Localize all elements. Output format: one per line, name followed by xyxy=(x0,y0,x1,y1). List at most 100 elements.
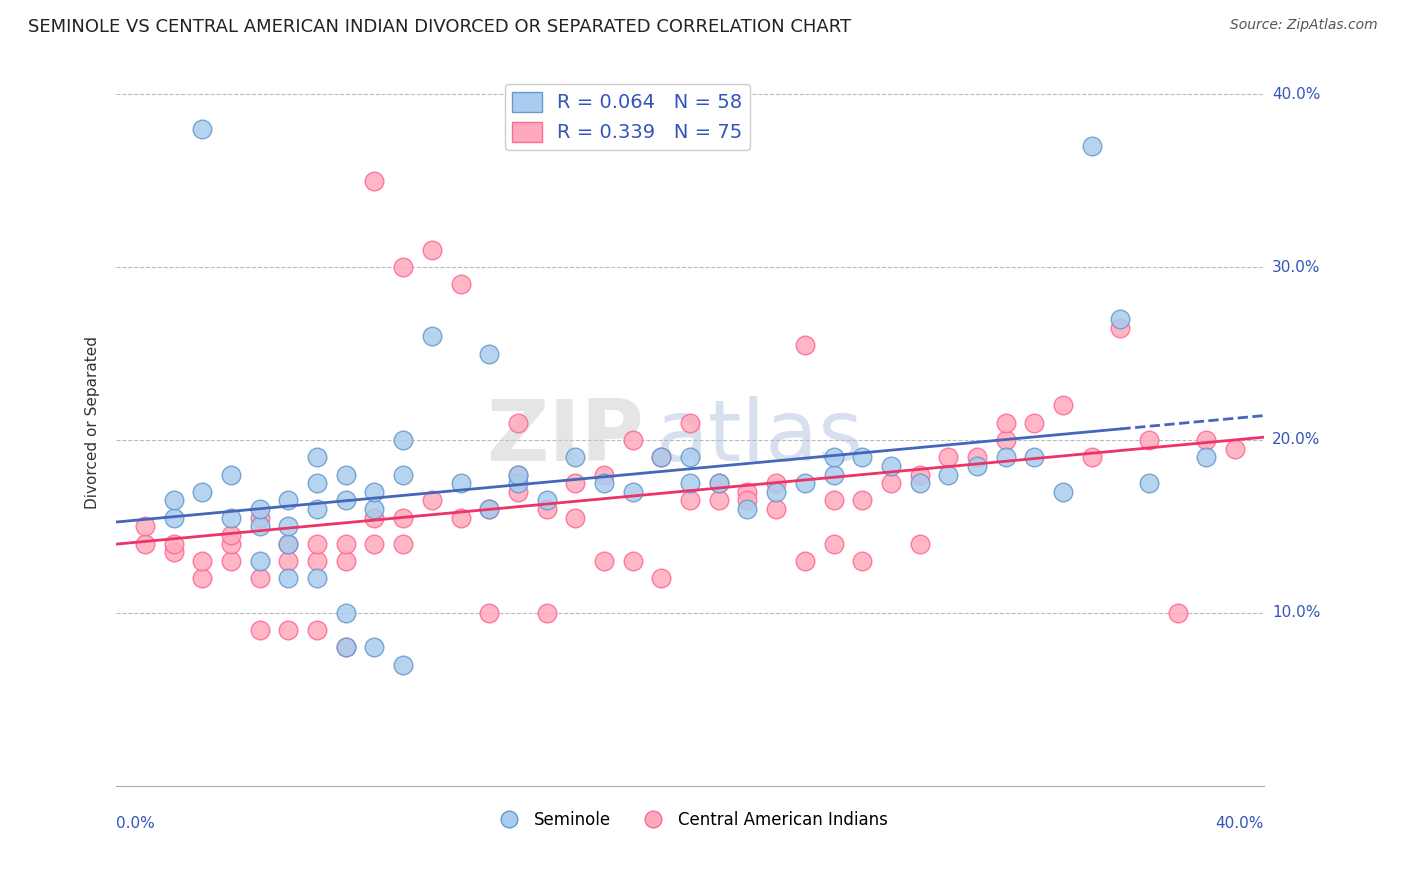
Point xyxy=(679,476,702,491)
Text: atlas: atlas xyxy=(655,396,863,479)
Point xyxy=(506,467,529,482)
Point xyxy=(593,476,616,491)
Point xyxy=(1195,450,1218,465)
Point xyxy=(249,519,271,533)
Point xyxy=(650,450,672,465)
Point xyxy=(191,571,214,585)
Text: SEMINOLE VS CENTRAL AMERICAN INDIAN DIVORCED OR SEPARATED CORRELATION CHART: SEMINOLE VS CENTRAL AMERICAN INDIAN DIVO… xyxy=(28,18,851,36)
Point xyxy=(219,467,242,482)
Point xyxy=(335,640,357,655)
Point xyxy=(1080,139,1102,153)
Point xyxy=(1109,312,1132,326)
Point xyxy=(650,571,672,585)
Point xyxy=(277,537,299,551)
Point xyxy=(737,502,759,516)
Point xyxy=(1167,606,1189,620)
Point xyxy=(536,606,558,620)
Point xyxy=(450,476,472,491)
Point xyxy=(249,571,271,585)
Point xyxy=(564,450,586,465)
Point xyxy=(277,571,299,585)
Point xyxy=(307,502,329,516)
Point xyxy=(593,554,616,568)
Point xyxy=(793,338,815,352)
Legend: Seminole, Central American Indians: Seminole, Central American Indians xyxy=(485,805,894,836)
Point xyxy=(478,502,501,516)
Point xyxy=(1080,450,1102,465)
Point xyxy=(163,537,186,551)
Point xyxy=(1024,450,1046,465)
Point xyxy=(363,174,385,188)
Point xyxy=(650,450,672,465)
Point xyxy=(392,657,415,672)
Point xyxy=(277,493,299,508)
Point xyxy=(335,606,357,620)
Point xyxy=(163,493,186,508)
Point xyxy=(163,545,186,559)
Point xyxy=(1137,476,1160,491)
Point xyxy=(707,493,730,508)
Point xyxy=(191,484,214,499)
Point xyxy=(335,493,357,508)
Point xyxy=(277,519,299,533)
Point xyxy=(478,606,501,620)
Point xyxy=(536,502,558,516)
Point xyxy=(851,554,873,568)
Point xyxy=(420,243,443,257)
Point xyxy=(478,502,501,516)
Point xyxy=(793,554,815,568)
Point xyxy=(994,450,1017,465)
Point xyxy=(163,510,186,524)
Point xyxy=(335,467,357,482)
Point xyxy=(851,450,873,465)
Point xyxy=(1109,320,1132,334)
Point xyxy=(219,537,242,551)
Point xyxy=(249,623,271,637)
Point xyxy=(307,450,329,465)
Point xyxy=(392,510,415,524)
Point xyxy=(936,467,959,482)
Point xyxy=(793,476,815,491)
Y-axis label: Divorced or Separated: Divorced or Separated xyxy=(86,336,100,509)
Point xyxy=(478,346,501,360)
Point xyxy=(277,537,299,551)
Point xyxy=(363,502,385,516)
Point xyxy=(621,433,644,447)
Point xyxy=(277,554,299,568)
Point xyxy=(249,510,271,524)
Point xyxy=(823,467,845,482)
Point xyxy=(307,554,329,568)
Point xyxy=(1225,442,1247,456)
Point xyxy=(191,121,214,136)
Point xyxy=(564,510,586,524)
Point xyxy=(737,484,759,499)
Point xyxy=(363,640,385,655)
Point xyxy=(679,450,702,465)
Text: ZIP: ZIP xyxy=(486,396,644,479)
Point xyxy=(219,554,242,568)
Point xyxy=(823,450,845,465)
Point xyxy=(880,458,903,473)
Point xyxy=(506,484,529,499)
Point xyxy=(392,433,415,447)
Point xyxy=(450,510,472,524)
Point xyxy=(392,467,415,482)
Point xyxy=(1137,433,1160,447)
Point xyxy=(593,467,616,482)
Point xyxy=(1024,416,1046,430)
Text: 40.0%: 40.0% xyxy=(1272,87,1320,102)
Point xyxy=(420,493,443,508)
Point xyxy=(536,493,558,508)
Point xyxy=(707,476,730,491)
Point xyxy=(249,554,271,568)
Point xyxy=(679,493,702,508)
Point xyxy=(966,458,988,473)
Point xyxy=(621,554,644,568)
Point xyxy=(363,510,385,524)
Point xyxy=(134,519,156,533)
Point xyxy=(1052,484,1074,499)
Point xyxy=(307,537,329,551)
Point xyxy=(880,476,903,491)
Point xyxy=(363,484,385,499)
Text: 10.0%: 10.0% xyxy=(1272,606,1320,620)
